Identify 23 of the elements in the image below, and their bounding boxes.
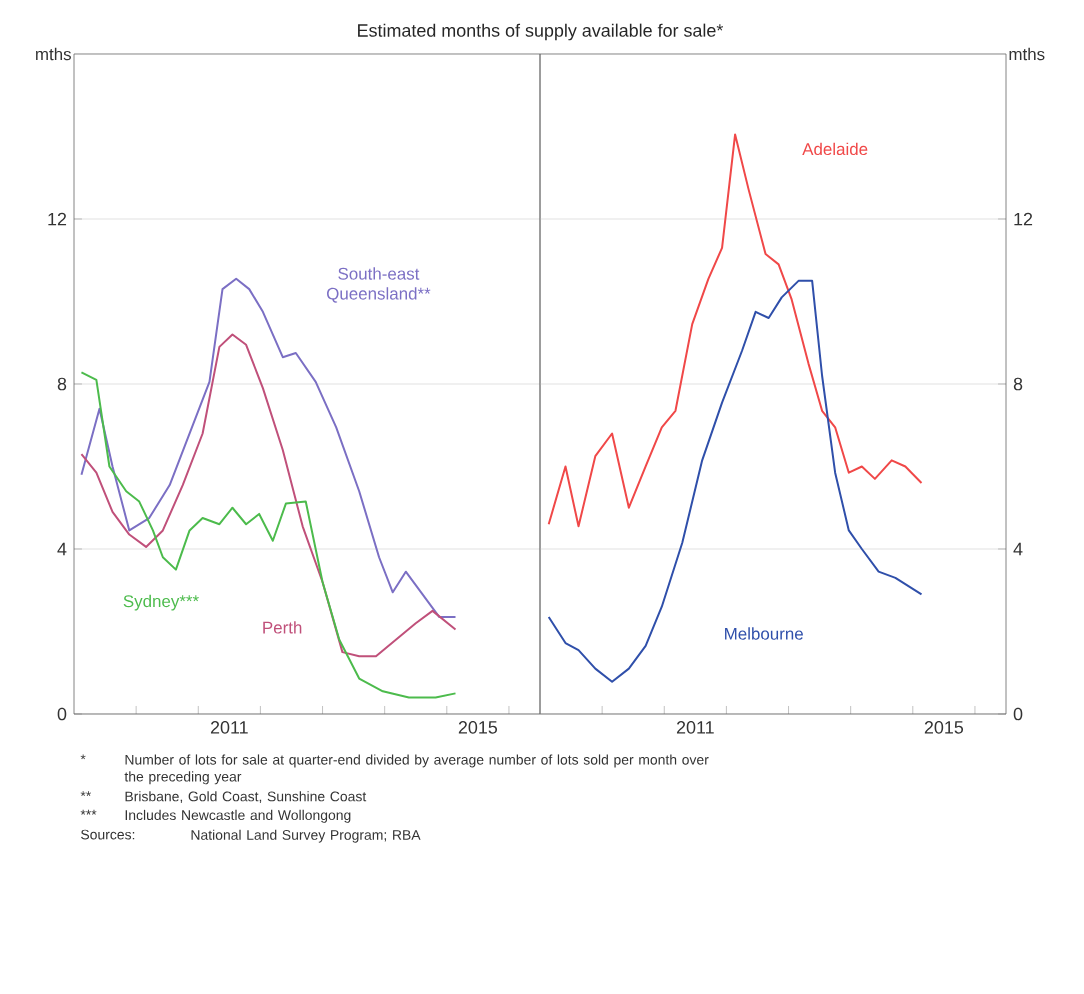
y-axis-title: mths — [36, 47, 71, 61]
x-tick-label: 2015 — [458, 721, 498, 734]
x-tick-label: 2011 — [676, 721, 714, 734]
x-tick-label: 2011 — [210, 721, 248, 734]
x-tick-label: 2015 — [924, 721, 964, 734]
line-series — [80, 371, 457, 699]
text: Melbourne — [725, 627, 803, 640]
line-series — [547, 133, 923, 528]
series-label: Perth — [263, 621, 302, 634]
y-tick-label: 12 — [48, 212, 67, 226]
y-tick-label: 12 — [1014, 212, 1033, 226]
chart-title: Estimated months of supply available for sale* — [358, 23, 724, 41]
line-series — [547, 279, 923, 683]
y-tick-label: 4 — [57, 542, 67, 556]
y-axis-title: mths — [1009, 47, 1045, 61]
y-tick-label: 4 — [1013, 542, 1023, 556]
y-tick-label: 0 — [1013, 707, 1023, 721]
y-tick-label: 0 — [57, 707, 67, 721]
y-tick-label: 8 — [57, 377, 67, 391]
text: Adelaide — [802, 142, 868, 156]
text: South-east Queensland** — [327, 267, 431, 303]
y-tick-label: 8 — [1013, 377, 1023, 391]
text: Sydney*** — [123, 594, 199, 611]
